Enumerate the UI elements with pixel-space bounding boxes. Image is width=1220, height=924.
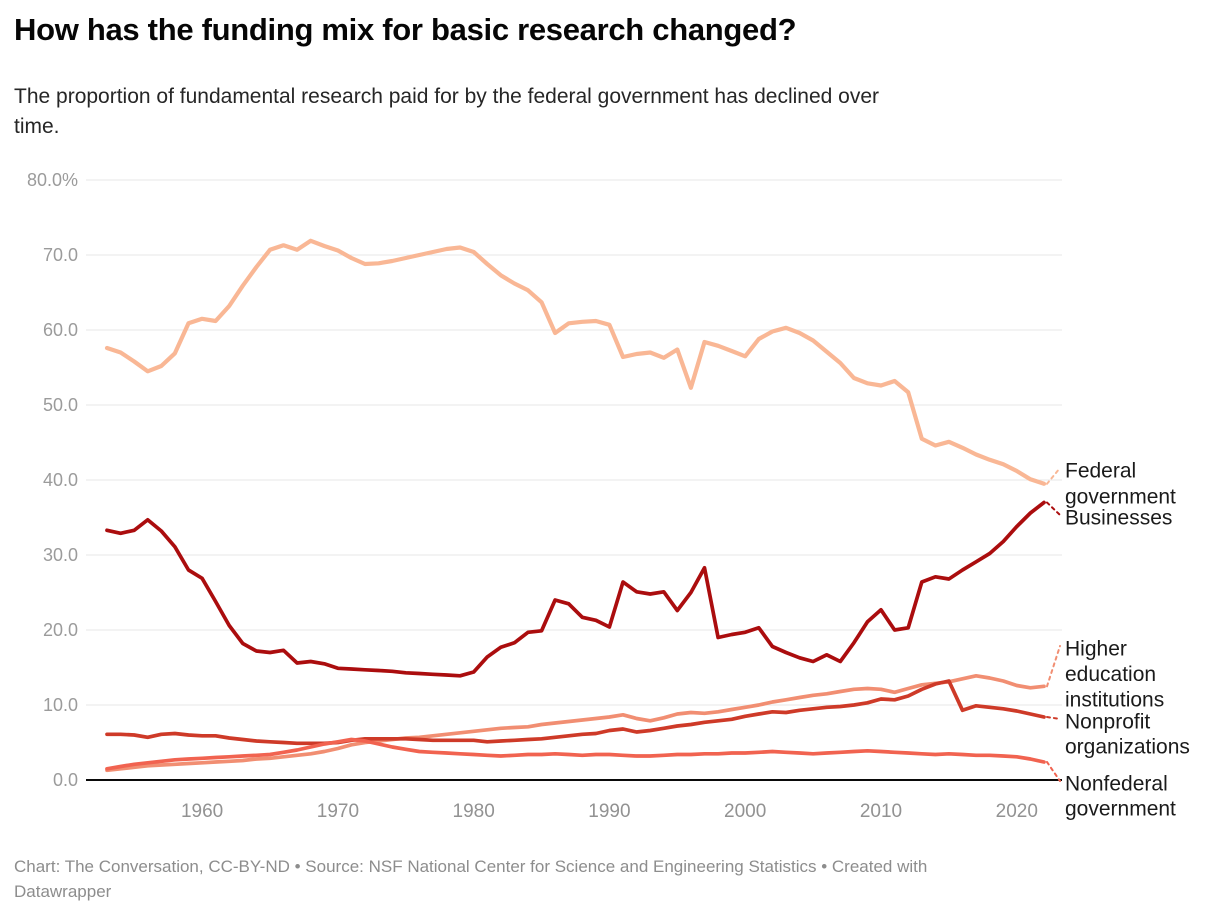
series-label-nonfederal-government-line0: Nonfederal — [1065, 773, 1168, 796]
series-label-federal-government-line0: Federal — [1065, 460, 1136, 483]
series-label-higher-education-institutions-line0: Higher — [1065, 638, 1127, 661]
x-axis-label-1990: 1990 — [588, 801, 630, 822]
series-label-connector-nonfederal-government — [1046, 761, 1061, 782]
series-label-connector-nonprofit-organizations — [1046, 716, 1061, 720]
y-axis-label-0: 0.0 — [53, 770, 78, 790]
chart-footer-line1: Chart: The Conversation, CC-BY-ND • Sour… — [14, 857, 928, 876]
x-axis-label-1970: 1970 — [317, 801, 359, 822]
series-label-higher-education-institutions-line1: education — [1065, 663, 1156, 686]
series-line-higher-education-institutions — [105, 673, 1046, 773]
x-axis-label-1980: 1980 — [453, 801, 495, 822]
x-axis-label-2010: 2010 — [860, 801, 902, 822]
series-label-connector-federal-government — [1046, 467, 1061, 485]
x-axis-label-2020: 2020 — [996, 801, 1038, 822]
series-label-nonprofit-organizations-line1: organizations — [1065, 736, 1190, 759]
chart-subtitle-line1: The proportion of fundamental research p… — [14, 85, 880, 108]
series-label-nonfederal-government-line1: government — [1065, 798, 1176, 821]
chart-footer-line2: Datawrapper — [14, 882, 112, 901]
series-line-nonfederal-government — [105, 737, 1046, 771]
series-label-connector-higher-education-institutions — [1046, 645, 1061, 688]
series-line-federal-government — [104, 238, 1047, 486]
x-axis-label-2000: 2000 — [724, 801, 766, 822]
chart-subtitle-line2: time. — [14, 115, 60, 138]
y-axis-label-70: 70.0 — [43, 245, 78, 265]
y-axis-label-10: 10.0 — [43, 695, 78, 715]
y-axis-label-60: 60.0 — [43, 320, 78, 340]
series-label-nonprofit-organizations-line0: Nonprofit — [1065, 711, 1150, 734]
y-axis-label-80: 80.0% — [27, 170, 78, 190]
chart-title: How has the funding mix for basic resear… — [14, 12, 797, 47]
y-axis-label-40: 40.0 — [43, 470, 78, 490]
series-label-higher-education-institutions-line2: institutions — [1065, 689, 1164, 712]
y-axis-label-50: 50.0 — [43, 395, 78, 415]
x-axis-label-1960: 1960 — [181, 801, 223, 822]
y-axis-label-20: 20.0 — [43, 620, 78, 640]
series-label-connector-businesses — [1046, 501, 1061, 516]
y-axis-label-30: 30.0 — [43, 545, 78, 565]
chart-footer: Chart: The Conversation, CC-BY-ND • Sour… — [14, 854, 1199, 904]
series-line-nonprofit-organizations — [105, 679, 1046, 746]
series-label-federal-government-line1: government — [1065, 486, 1176, 509]
chart-subtitle: The proportion of fundamental research p… — [14, 82, 1194, 142]
series-label-businesses-line0: Businesses — [1065, 507, 1172, 530]
series-line-businesses — [105, 500, 1046, 678]
